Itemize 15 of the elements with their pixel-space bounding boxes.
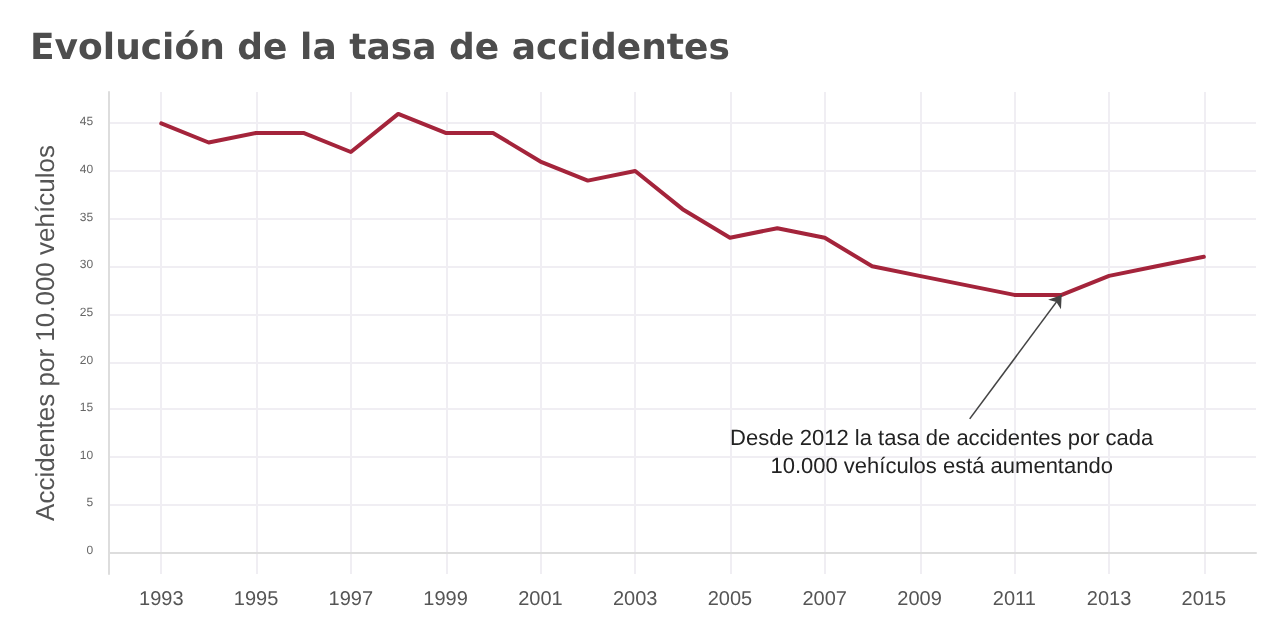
x-tick-label: 2009 (897, 589, 943, 611)
y-axis-title: Accidentes por 10.000 vehículos (30, 144, 60, 521)
x-tick-label: 2015 (1181, 589, 1227, 611)
x-tick-label: 2001 (518, 589, 564, 611)
chart-title: Evolución de la tasa de accidentes (30, 27, 730, 69)
x-tick-label: 1995 (233, 589, 280, 611)
x-tick-label: 2003 (612, 589, 659, 611)
x-tick-label: 1997 (328, 589, 374, 611)
x-tick-label: 2011 (992, 589, 1037, 611)
x-tick-label: 2005 (707, 589, 754, 611)
x-tick-label: 2013 (1086, 589, 1133, 611)
annotation: Desde 2012 la tasa de accidentes por cada 10.000 vehículos está aumentando (730, 426, 1156, 479)
x-tick-label: 2007 (802, 589, 848, 611)
x-tick-label: 1999 (423, 589, 469, 611)
x-tick-label: 1993 (139, 589, 185, 611)
